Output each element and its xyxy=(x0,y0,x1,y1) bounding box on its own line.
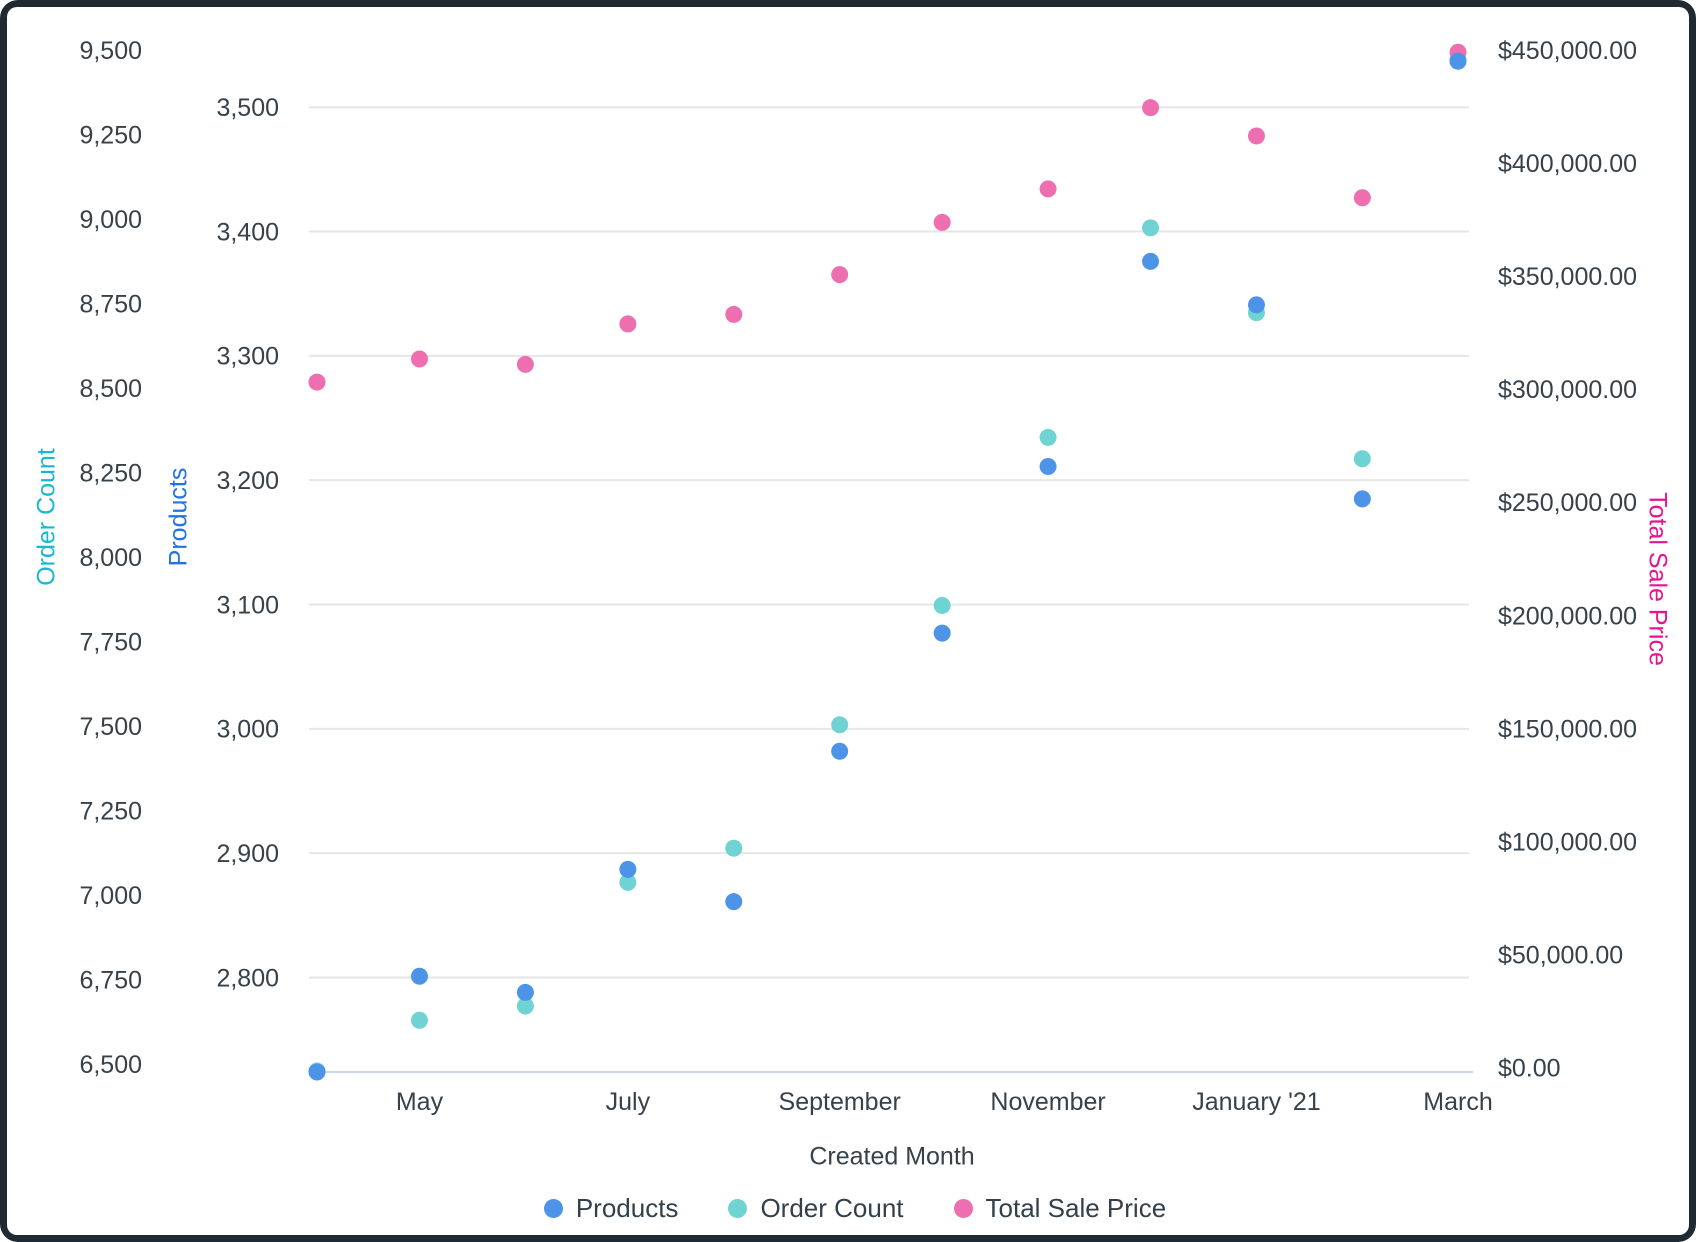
x-tick-label: July xyxy=(606,1088,651,1116)
total-sale-price-tick-label: $50,000.00 xyxy=(1498,942,1623,970)
data-point-order-count-december[interactable] xyxy=(1142,219,1160,237)
data-point-products-november[interactable] xyxy=(1039,458,1057,476)
order-count-tick-label: 9,500 xyxy=(79,37,142,65)
order-count-tick-label: 9,250 xyxy=(79,121,142,149)
order-count-tick-label: 8,500 xyxy=(79,375,142,403)
data-point-order-count-october[interactable] xyxy=(933,596,951,614)
order-count-tick-label: 6,500 xyxy=(79,1051,142,1079)
total-sale-price-tick-label: $200,000.00 xyxy=(1498,602,1637,630)
x-tick-label: May xyxy=(396,1088,444,1116)
legend: Products Order Count Total Sale Price xyxy=(7,1193,1696,1224)
data-point-total-sale-price-january-21[interactable] xyxy=(1247,127,1265,145)
x-tick-label: November xyxy=(990,1088,1105,1116)
data-point-products-december[interactable] xyxy=(1142,252,1160,270)
data-point-order-count-november[interactable] xyxy=(1039,428,1057,446)
order-count-tick-label: 7,750 xyxy=(79,628,142,656)
total-sale-price-tick-label: $450,000.00 xyxy=(1498,37,1637,65)
data-point-order-count-july[interactable] xyxy=(619,873,637,891)
legend-label: Order Count xyxy=(760,1193,904,1223)
products-tick-label: 3,000 xyxy=(216,716,279,744)
data-point-total-sale-price-june[interactable] xyxy=(516,355,534,373)
x-tick-label: March xyxy=(1423,1088,1492,1116)
order-count-tick-label: 8,750 xyxy=(79,290,142,318)
legend-dot-icon xyxy=(953,1199,973,1218)
data-point-total-sale-price-august[interactable] xyxy=(725,305,743,323)
legend-label: Total Sale Price xyxy=(985,1193,1167,1223)
legend-dot-icon xyxy=(543,1199,563,1218)
data-point-products-march[interactable] xyxy=(1449,52,1467,70)
total-sale-price-tick-label: $100,000.00 xyxy=(1498,828,1637,856)
data-point-products-august[interactable] xyxy=(725,893,743,911)
products-tick-label: 2,900 xyxy=(216,840,279,868)
data-point-order-count-september[interactable] xyxy=(831,716,849,734)
total-sale-price-tick-label: $0.00 xyxy=(1498,1055,1561,1083)
data-point-products-september[interactable] xyxy=(831,742,849,760)
data-point-total-sale-price-may[interactable] xyxy=(410,350,428,368)
data-point-total-sale-price-april[interactable] xyxy=(308,373,326,391)
products-axis-title: Products xyxy=(164,467,193,567)
data-point-total-sale-price-september[interactable] xyxy=(831,266,849,284)
legend-item-order-count[interactable]: Order Count xyxy=(728,1193,904,1224)
order-count-tick-label: 7,500 xyxy=(79,713,142,741)
total-sale-price-tick-label: $300,000.00 xyxy=(1498,376,1637,404)
products-tick-label: 3,400 xyxy=(216,218,279,246)
x-axis-title: Created Month xyxy=(809,1142,975,1171)
order-count-tick-label: 6,750 xyxy=(79,966,142,994)
chart-card: 9,500 9,250 9,000 8,750 8,500 8,250 8,000 7,750… xyxy=(7,7,1689,1235)
data-point-total-sale-price-july[interactable] xyxy=(619,315,637,333)
data-point-products-may[interactable] xyxy=(410,967,428,985)
scatter-plot-canvas: 9,500 9,250 9,000 8,750 8,500 8,250 8,000 7,750… xyxy=(79,37,1637,1116)
data-point-products-april[interactable] xyxy=(308,1063,326,1081)
legend-dot-icon xyxy=(728,1199,748,1218)
legend-item-products[interactable]: Products xyxy=(543,1193,679,1224)
data-point-products-october[interactable] xyxy=(933,624,951,642)
total-sale-price-tick-label: $150,000.00 xyxy=(1498,715,1637,743)
data-point-order-count-august[interactable] xyxy=(725,839,743,857)
products-tick-label: 3,100 xyxy=(216,591,279,619)
data-point-total-sale-price-february[interactable] xyxy=(1353,189,1371,207)
total-sale-price-tick-label: $250,000.00 xyxy=(1498,489,1637,517)
order-count-tick-label: 9,000 xyxy=(79,206,142,234)
products-tick-label: 2,800 xyxy=(216,964,279,992)
products-tick-label: 3,500 xyxy=(216,94,279,122)
data-point-products-june[interactable] xyxy=(516,983,534,1001)
data-point-order-count-may[interactable] xyxy=(410,1011,428,1029)
order-count-axis-title: Order Count xyxy=(32,448,61,586)
data-point-order-count-february[interactable] xyxy=(1353,450,1371,468)
x-tick-label: September xyxy=(779,1088,901,1116)
data-point-products-february[interactable] xyxy=(1353,490,1371,508)
order-count-tick-label: 8,250 xyxy=(79,459,142,487)
total-sale-price-axis-title: Total Sale Price xyxy=(1643,492,1672,666)
data-point-total-sale-price-november[interactable] xyxy=(1039,180,1057,198)
order-count-tick-label: 7,250 xyxy=(79,797,142,825)
order-count-tick-label: 8,000 xyxy=(79,544,142,572)
data-point-products-january-21[interactable] xyxy=(1247,296,1265,314)
data-point-total-sale-price-december[interactable] xyxy=(1142,99,1160,117)
data-point-products-july[interactable] xyxy=(619,860,637,878)
products-tick-label: 3,300 xyxy=(216,343,279,371)
products-tick-label: 3,200 xyxy=(216,467,279,495)
order-count-tick-label: 7,000 xyxy=(79,882,142,910)
total-sale-price-tick-label: $400,000.00 xyxy=(1498,150,1637,178)
total-sale-price-tick-label: $350,000.00 xyxy=(1498,263,1637,291)
x-tick-label: January '21 xyxy=(1192,1088,1320,1116)
legend-item-total-sale-price[interactable]: Total Sale Price xyxy=(953,1193,1167,1224)
data-point-total-sale-price-october[interactable] xyxy=(933,213,951,231)
data-point-order-count-june[interactable] xyxy=(516,997,534,1015)
legend-label: Products xyxy=(575,1193,679,1223)
